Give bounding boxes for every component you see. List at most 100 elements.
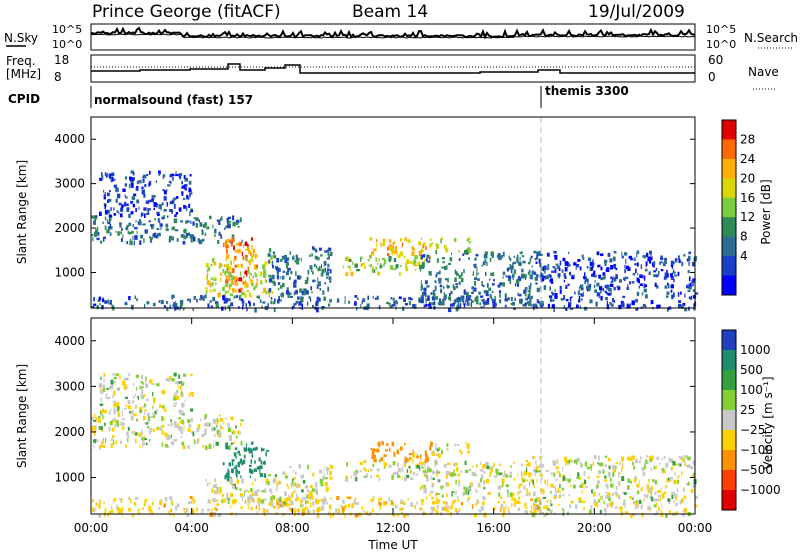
data-cell-1002 — [521, 268, 524, 273]
data-cell-116 — [107, 227, 110, 232]
data-cell-517 — [290, 295, 293, 298]
data-cell-456 — [224, 271, 227, 276]
data-cell-541 — [293, 281, 296, 286]
data-cell-1013 — [279, 504, 283, 507]
data-cell-932 — [449, 257, 453, 262]
data-cell-751 — [498, 492, 501, 497]
data-cell-9 — [119, 222, 122, 225]
data-cell-1479 — [670, 289, 673, 293]
colorbar-swatch — [722, 236, 736, 257]
data-cell-138 — [170, 419, 172, 422]
data-cell-111 — [132, 431, 136, 434]
data-cell-948 — [423, 291, 427, 295]
data-cell-558 — [310, 495, 314, 500]
sky-noise-trace — [90, 26, 696, 40]
data-cell-704 — [436, 469, 438, 474]
date-title: 19/Jul/2009 — [588, 2, 685, 22]
data-cell-1415 — [535, 460, 537, 465]
data-cell-390 — [255, 446, 258, 451]
data-cell-695 — [446, 462, 451, 465]
data-cell-389 — [227, 470, 230, 474]
data-cell-627 — [268, 278, 273, 283]
data-cell-558 — [321, 264, 322, 268]
data-cell-144 — [152, 428, 155, 432]
data-cell-285 — [181, 180, 183, 185]
data-cell-737 — [428, 466, 430, 470]
data-cell-831 — [512, 262, 514, 266]
data-cell-109 — [214, 234, 216, 237]
data-cell-819 — [530, 295, 533, 299]
data-cell-1076 — [336, 496, 340, 501]
data-cell-253 — [154, 411, 157, 415]
data-cell-636 — [286, 287, 289, 292]
data-cell-711 — [346, 257, 349, 260]
data-cell-748 — [424, 487, 427, 490]
data-cell-576 — [324, 250, 328, 253]
data-cell-1358 — [541, 475, 543, 480]
data-cell-1378 — [604, 508, 607, 512]
data-cell-210 — [107, 199, 110, 203]
data-cell-1395 — [641, 512, 644, 518]
data-cell-744 — [382, 238, 386, 242]
data-cell-1081 — [395, 505, 398, 509]
data-cell-603 — [325, 271, 330, 276]
data-cell-1640 — [670, 260, 674, 265]
data-cell-11 — [92, 237, 94, 242]
data-cell-656 — [376, 448, 380, 453]
data-cell-472 — [293, 490, 295, 494]
data-cell-1297 — [610, 280, 613, 284]
data-cell-432 — [217, 490, 221, 494]
data-cell-203 — [189, 211, 191, 217]
data-cell-1511 — [547, 508, 551, 511]
data-cell-530 — [293, 284, 297, 288]
data-cell-1532 — [562, 493, 565, 497]
data-cell-1524 — [606, 484, 609, 490]
data-cell-719 — [429, 238, 432, 241]
data-cell-642 — [297, 296, 300, 300]
data-cell-27 — [173, 421, 177, 425]
data-cell-999 — [482, 284, 485, 288]
data-cell-151 — [127, 435, 130, 439]
data-cell-684 — [357, 269, 361, 272]
data-cell-806 — [472, 472, 476, 477]
data-cell-1535 — [567, 304, 571, 308]
data-cell-467 — [294, 471, 297, 475]
data-cell-1327 — [604, 285, 609, 289]
data-cell-337 — [233, 258, 237, 261]
data-cell-688 — [360, 257, 362, 262]
data-cell-165 — [111, 435, 115, 438]
data-cell-1431 — [547, 481, 549, 487]
data-cell-1463 — [607, 492, 609, 495]
data-cell-474 — [284, 475, 289, 479]
data-cell-973 — [521, 255, 525, 258]
data-cell-1004 — [491, 290, 494, 294]
data-cell-517 — [323, 467, 325, 470]
data-cell-127 — [179, 426, 183, 432]
data-cell-327 — [155, 180, 158, 183]
data-cell-1487 — [604, 479, 608, 482]
data-cell-582 — [276, 257, 280, 263]
data-cell-479 — [253, 286, 256, 291]
data-cell-1445 — [661, 260, 663, 264]
data-cell-434 — [271, 291, 274, 295]
data-cell-679 — [454, 443, 456, 447]
data-cell-1061 — [293, 510, 297, 515]
data-cell-437 — [209, 482, 211, 485]
data-cell-402 — [251, 453, 254, 458]
data-cell-1493 — [582, 291, 584, 295]
data-cell-584 — [408, 460, 410, 463]
data-cell-771 — [434, 459, 438, 463]
data-cell-954 — [457, 496, 459, 501]
data-cell-172 — [120, 422, 124, 427]
data-cell-651 — [375, 266, 378, 270]
data-cell-1322 — [539, 474, 543, 477]
data-cell-1412 — [621, 456, 625, 462]
data-cell-184 — [110, 176, 114, 182]
data-cell-515 — [277, 288, 280, 291]
data-cell-532 — [276, 488, 278, 492]
data-cell-1541 — [664, 491, 667, 494]
data-cell-312 — [169, 376, 172, 381]
data-cell-1502 — [587, 476, 590, 479]
data-cell-798 — [521, 471, 523, 477]
data-cell-341 — [237, 461, 241, 464]
